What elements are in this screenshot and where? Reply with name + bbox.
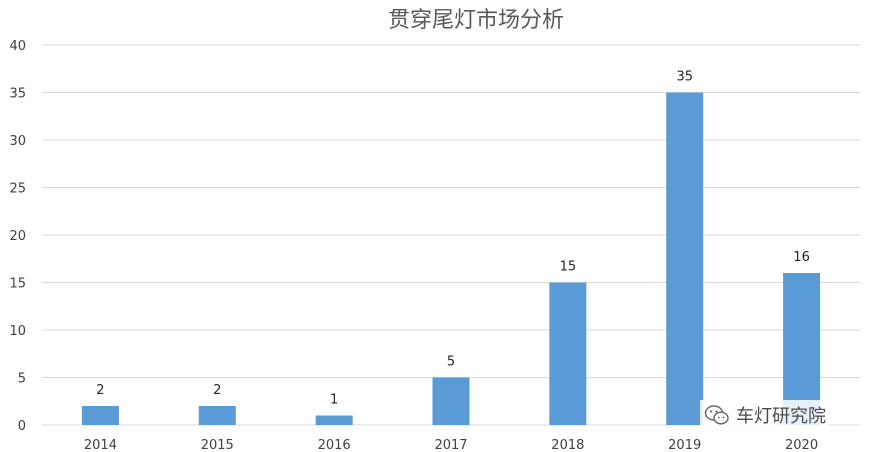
watermark: 车灯研究院 (700, 400, 830, 430)
data-label-2019: 35 (676, 70, 693, 85)
x-tick-label: 2018 (551, 438, 584, 452)
wechat-icon (704, 405, 729, 425)
chart-title: 贯穿尾灯市场分析 (388, 8, 564, 33)
y-tick-label: 40 (9, 39, 26, 54)
data-label-2020: 16 (793, 250, 810, 265)
x-axis-ticks: 2014 2015 2016 2017 2018 2019 2020 (84, 438, 818, 452)
y-tick-label: 20 (9, 229, 26, 244)
bar-2014 (81, 406, 119, 425)
x-tick-label: 2014 (84, 438, 117, 452)
x-tick-label: 2016 (318, 438, 351, 452)
y-tick-label: 30 (9, 134, 26, 149)
data-label-2017: 5 (447, 355, 455, 370)
bars (81, 92, 821, 425)
x-tick-label: 2015 (201, 438, 234, 452)
y-tick-label: 35 (9, 87, 26, 102)
y-tick-label: 5 (18, 372, 26, 387)
bar-2018 (549, 282, 587, 425)
y-tick-label: 15 (9, 277, 26, 292)
data-label-2014: 2 (96, 383, 104, 398)
bar-2017 (432, 377, 470, 425)
y-axis-ticks: 0 5 10 15 20 25 30 35 40 (9, 39, 26, 434)
data-label-2016: 1 (330, 393, 338, 408)
bar-2016 (315, 415, 353, 425)
watermark-text: 车灯研究院 (736, 406, 826, 427)
x-tick-label: 2020 (785, 438, 818, 452)
bar-2020 (783, 273, 821, 425)
x-tick-label: 2017 (434, 438, 467, 452)
y-tick-label: 10 (9, 324, 26, 339)
data-label-2015: 2 (213, 383, 221, 398)
gridlines (42, 44, 860, 426)
y-tick-label: 25 (9, 182, 26, 197)
bar-2019 (666, 92, 704, 425)
y-tick-label: 0 (18, 419, 26, 434)
bar-2015 (198, 406, 236, 425)
data-label-2018: 15 (560, 260, 577, 275)
x-tick-label: 2019 (668, 438, 701, 452)
